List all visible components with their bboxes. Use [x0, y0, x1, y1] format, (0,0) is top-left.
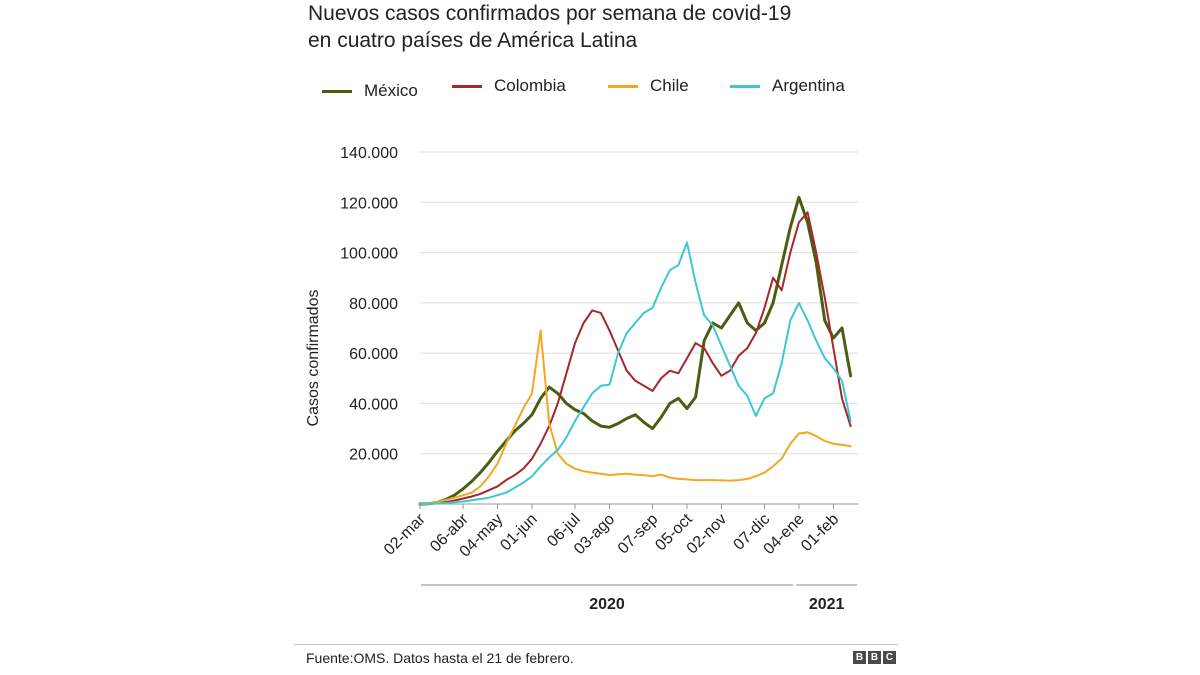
bbc-logo-block-3: C [883, 651, 896, 664]
x-tick-label: 01-jun [497, 511, 540, 554]
footer-divider [294, 644, 898, 645]
bbc-logo-block-1: B [853, 651, 866, 664]
x-tick-label: 02-mar [381, 510, 429, 558]
year-label: 2020 [589, 596, 625, 613]
source-note: Fuente:OMS. Datos hasta el 21 de febrero… [306, 650, 574, 666]
legend-item: Colombia [452, 76, 566, 96]
y-tick-label: 40.000 [349, 396, 398, 413]
legend-swatch [452, 84, 482, 88]
legend-label: Chile [650, 76, 689, 95]
chart-title: Nuevos casos confirmados por semana de c… [308, 0, 908, 54]
legend-swatch [608, 84, 638, 88]
x-tick-label: 01-feb [798, 511, 842, 555]
x-tick-label: 07-sep [615, 511, 662, 558]
chart-title-line-2: en cuatro países de América Latina [308, 29, 638, 52]
y-tick-label: 60.000 [349, 346, 398, 363]
legend-swatch [730, 84, 760, 88]
y-tick-label: 100.000 [340, 246, 398, 263]
series-line [419, 241, 852, 505]
y-tick-label: 140.000 [340, 145, 398, 162]
legend-item: Chile [608, 76, 689, 96]
y-tick-label: 20.000 [349, 447, 398, 464]
legend-swatch [322, 89, 352, 93]
series-line [419, 211, 852, 505]
y-tick-label: 80.000 [349, 296, 398, 313]
legend-item: México [322, 81, 418, 101]
chart-title-line-1: Nuevos casos confirmados por semana de c… [308, 2, 792, 25]
series-line [418, 195, 853, 506]
legend-label: Argentina [772, 76, 845, 95]
bbc-logo: B B C [853, 651, 896, 664]
y-axis-title: Casos confirmados [305, 290, 322, 427]
legend-label: Colombia [494, 76, 566, 95]
year-label: 2021 [809, 596, 845, 613]
bbc-logo-block-2: B [868, 651, 881, 664]
legend-item: Argentina [730, 76, 845, 96]
legend-label: México [364, 81, 418, 100]
y-tick-label: 120.000 [340, 195, 398, 212]
series-line [419, 329, 852, 505]
